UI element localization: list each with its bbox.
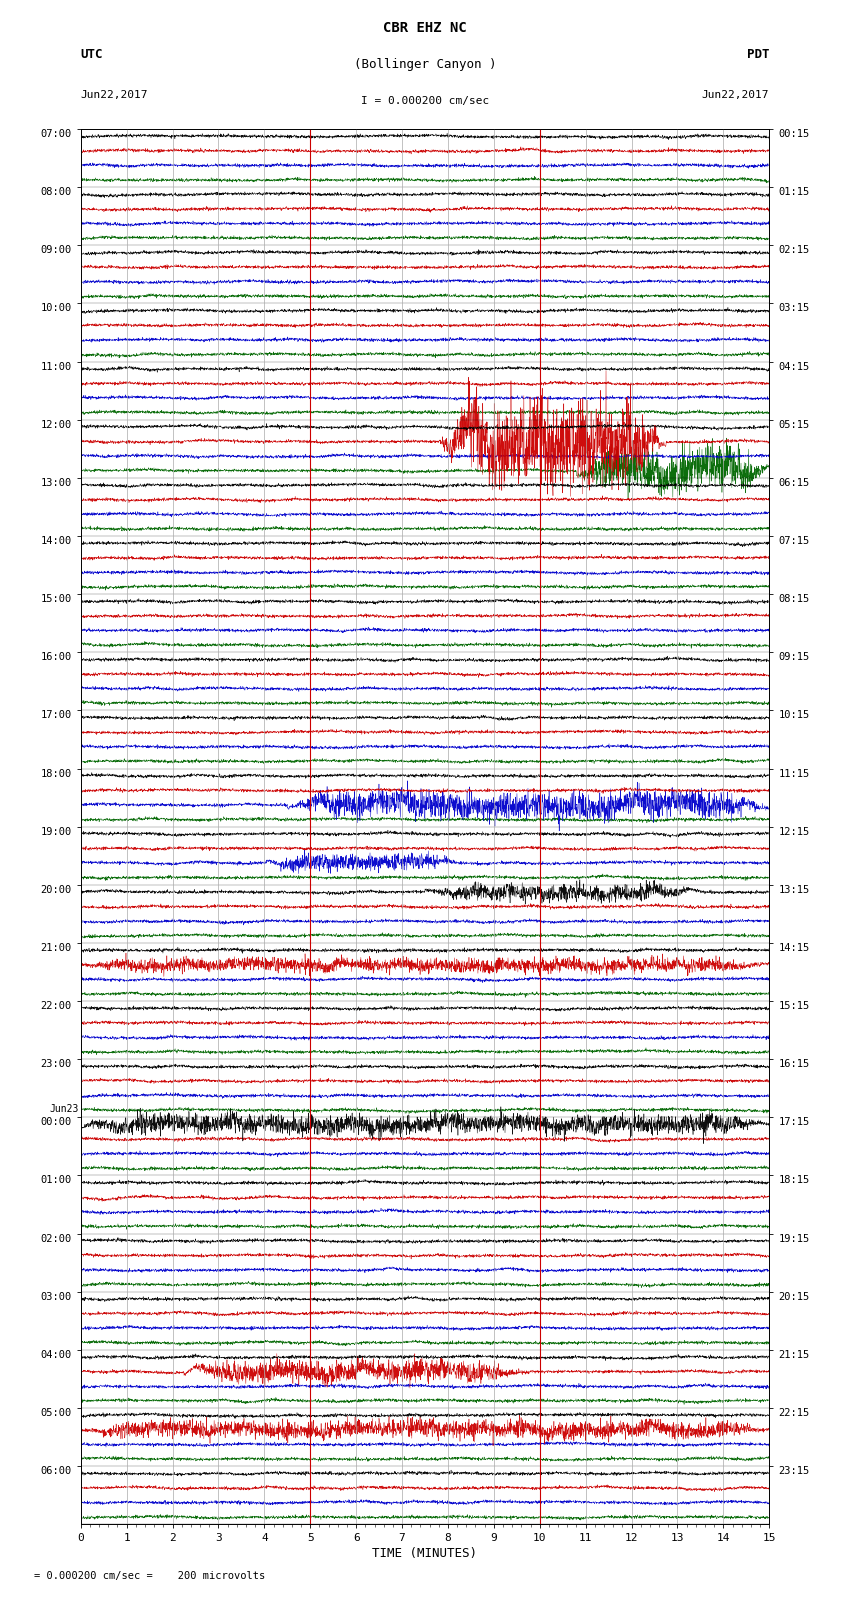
Text: Jun23: Jun23: [49, 1105, 79, 1115]
Text: UTC: UTC: [81, 48, 103, 61]
Text: I = 0.000200 cm/sec: I = 0.000200 cm/sec: [361, 97, 489, 106]
Text: = 0.000200 cm/sec =    200 microvolts: = 0.000200 cm/sec = 200 microvolts: [34, 1571, 265, 1581]
X-axis label: TIME (MINUTES): TIME (MINUTES): [372, 1547, 478, 1560]
Text: PDT: PDT: [747, 48, 769, 61]
Text: Jun22,2017: Jun22,2017: [81, 90, 148, 100]
Text: (Bollinger Canyon ): (Bollinger Canyon ): [354, 58, 496, 71]
Text: Jun22,2017: Jun22,2017: [702, 90, 769, 100]
Text: CBR EHZ NC: CBR EHZ NC: [383, 21, 467, 35]
